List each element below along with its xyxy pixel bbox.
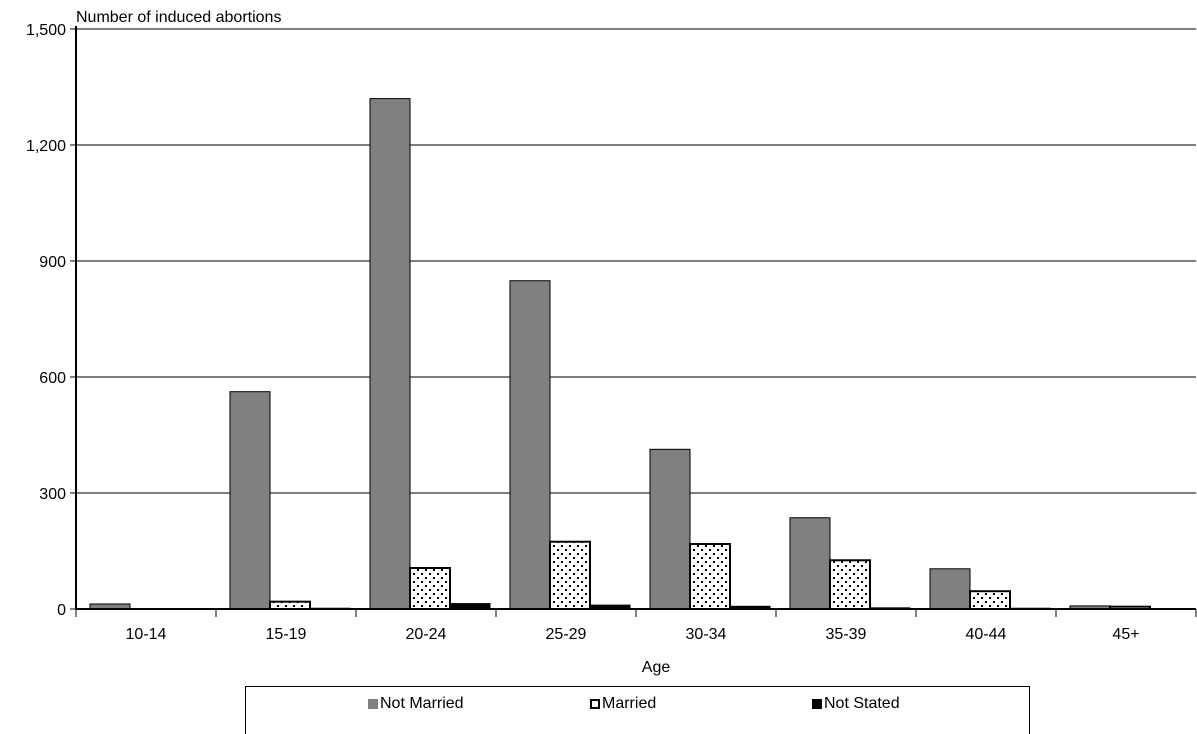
legend-label-not-stated: Not Stated bbox=[824, 695, 900, 712]
bar-not-married bbox=[789, 517, 831, 610]
x-tick-label: 30-34 bbox=[686, 626, 727, 643]
legend: Not Married Married Not Stated bbox=[245, 686, 1030, 734]
bar-married bbox=[829, 559, 871, 611]
bar-not-married bbox=[369, 98, 411, 610]
x-tick-label: 20-24 bbox=[406, 626, 447, 643]
bars bbox=[89, 98, 1191, 611]
x-axis-label: Age bbox=[642, 659, 671, 676]
bar-married bbox=[409, 567, 451, 610]
tick-labels: 0 300 600 900 1,200 1,500 10-14 15-19 20-24 25-29… bbox=[26, 22, 1140, 643]
y-tick-label: 0 bbox=[57, 602, 66, 619]
x-tick-label: 35-39 bbox=[826, 626, 867, 643]
x-tick-label: 40-44 bbox=[966, 626, 1007, 643]
bar-married bbox=[549, 540, 591, 610]
legend-item-not-stated: Not Stated bbox=[812, 695, 900, 713]
bar-married bbox=[689, 543, 731, 610]
legend-swatch-not-married bbox=[368, 699, 378, 709]
y-tick-label: 1,200 bbox=[26, 138, 66, 155]
bar-not-married bbox=[929, 568, 971, 610]
bar-married bbox=[269, 600, 311, 610]
bar-not-married bbox=[509, 280, 551, 610]
legend-label-not-married: Not Married bbox=[380, 695, 464, 712]
y-axis-label: Number of induced abortions bbox=[76, 9, 281, 26]
chart-svg: 0 300 600 900 1,200 1,500 10-14 15-19 20-24 25-29… bbox=[26, 9, 1197, 676]
legend-swatch-married bbox=[590, 699, 600, 709]
bar-not-married bbox=[229, 391, 271, 610]
y-tick-label: 1,500 bbox=[26, 22, 66, 39]
x-tick-label: 15-19 bbox=[266, 626, 307, 643]
legend-item-married: Married bbox=[590, 695, 656, 713]
x-tick-label: 25-29 bbox=[546, 626, 587, 643]
axes bbox=[70, 26, 1197, 617]
y-tick-label: 900 bbox=[39, 254, 66, 271]
gridlines bbox=[76, 28, 1196, 494]
legend-item-not-married: Not Married bbox=[368, 695, 464, 713]
bar-not-married bbox=[649, 448, 691, 610]
legend-label-married: Married bbox=[602, 695, 657, 712]
y-tick-label: 600 bbox=[39, 370, 66, 387]
bar-married bbox=[969, 590, 1011, 610]
x-tick-label: 10-14 bbox=[126, 626, 167, 643]
legend-swatch-not-stated bbox=[812, 699, 822, 709]
x-tick-label: 45+ bbox=[1112, 626, 1139, 643]
y-tick-label: 300 bbox=[39, 486, 66, 503]
